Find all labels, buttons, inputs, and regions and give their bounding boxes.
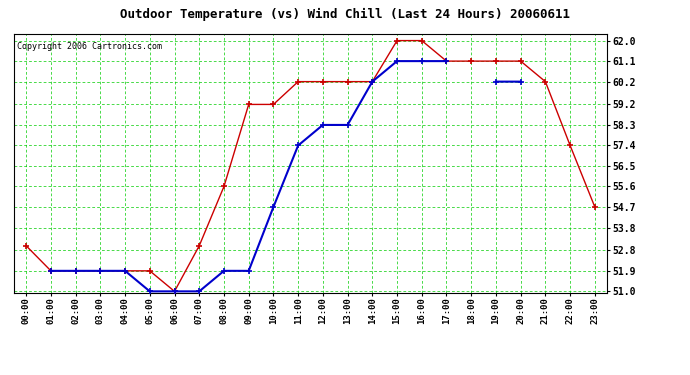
Text: Copyright 2006 Cartronics.com: Copyright 2006 Cartronics.com [17,42,161,51]
Text: Outdoor Temperature (vs) Wind Chill (Last 24 Hours) 20060611: Outdoor Temperature (vs) Wind Chill (Las… [120,8,570,21]
